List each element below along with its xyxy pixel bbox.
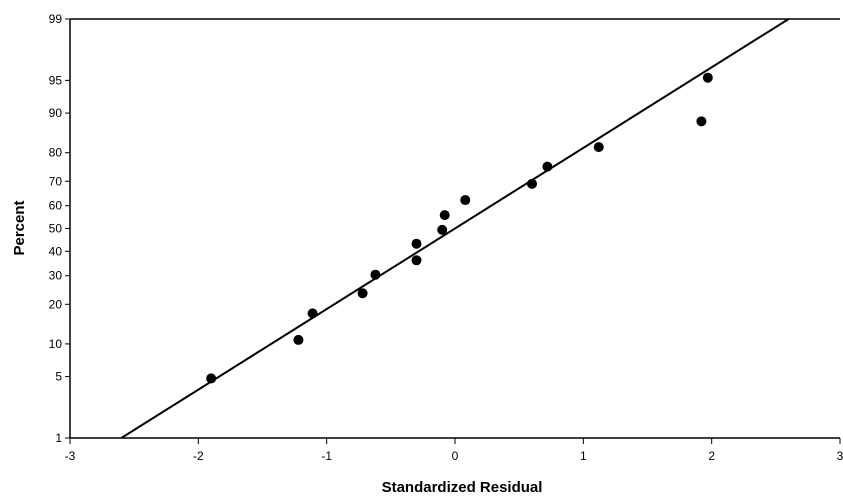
y-tick-label: 99 [49, 12, 63, 26]
x-axis-ticks: -3 -2 -1 0 1 2 3 [65, 438, 843, 463]
data-point [411, 238, 422, 249]
y-tick-label: 50 [49, 222, 63, 236]
x-tick-label: 1 [580, 449, 587, 463]
data-point [411, 255, 422, 266]
y-tick-label: 60 [49, 199, 63, 213]
y-tick-label: 20 [49, 297, 63, 311]
data-point [702, 72, 713, 83]
y-tick-label: 40 [49, 244, 63, 258]
fit-line [120, 18, 790, 439]
data-point [437, 224, 448, 235]
data-point [439, 210, 450, 221]
x-tick-label: -2 [193, 449, 204, 463]
y-axis-ticks: 1 5 10 20 30 40 50 60 70 80 90 95 99 [49, 12, 70, 445]
data-point [593, 142, 604, 153]
x-tick-label: 3 [837, 449, 843, 463]
x-tick-label: -3 [65, 449, 76, 463]
x-axis-title: Standardized Residual [382, 479, 543, 496]
fit-line-layer [120, 18, 790, 439]
x-tick-label: -1 [321, 449, 332, 463]
y-tick-label: 30 [49, 269, 63, 283]
y-tick-label: 5 [55, 370, 62, 384]
data-point [206, 373, 217, 384]
y-tick-label: 95 [49, 73, 63, 87]
y-axis-title: Percent [11, 200, 28, 255]
data-point [370, 269, 381, 280]
x-tick-label: 2 [708, 449, 715, 463]
data-point [527, 178, 537, 189]
data-point [460, 195, 471, 206]
data-point [696, 116, 707, 127]
y-tick-label: 80 [49, 146, 63, 160]
y-tick-label: 90 [49, 106, 63, 120]
data-point [542, 161, 553, 172]
data-point [307, 308, 318, 319]
data-point [357, 288, 368, 299]
y-tick-label: 70 [49, 174, 63, 188]
data-points [206, 72, 713, 384]
y-tick-label: 10 [49, 337, 63, 351]
data-point [293, 334, 304, 345]
x-tick-label: 0 [452, 449, 459, 463]
y-tick-label: 1 [55, 431, 62, 445]
